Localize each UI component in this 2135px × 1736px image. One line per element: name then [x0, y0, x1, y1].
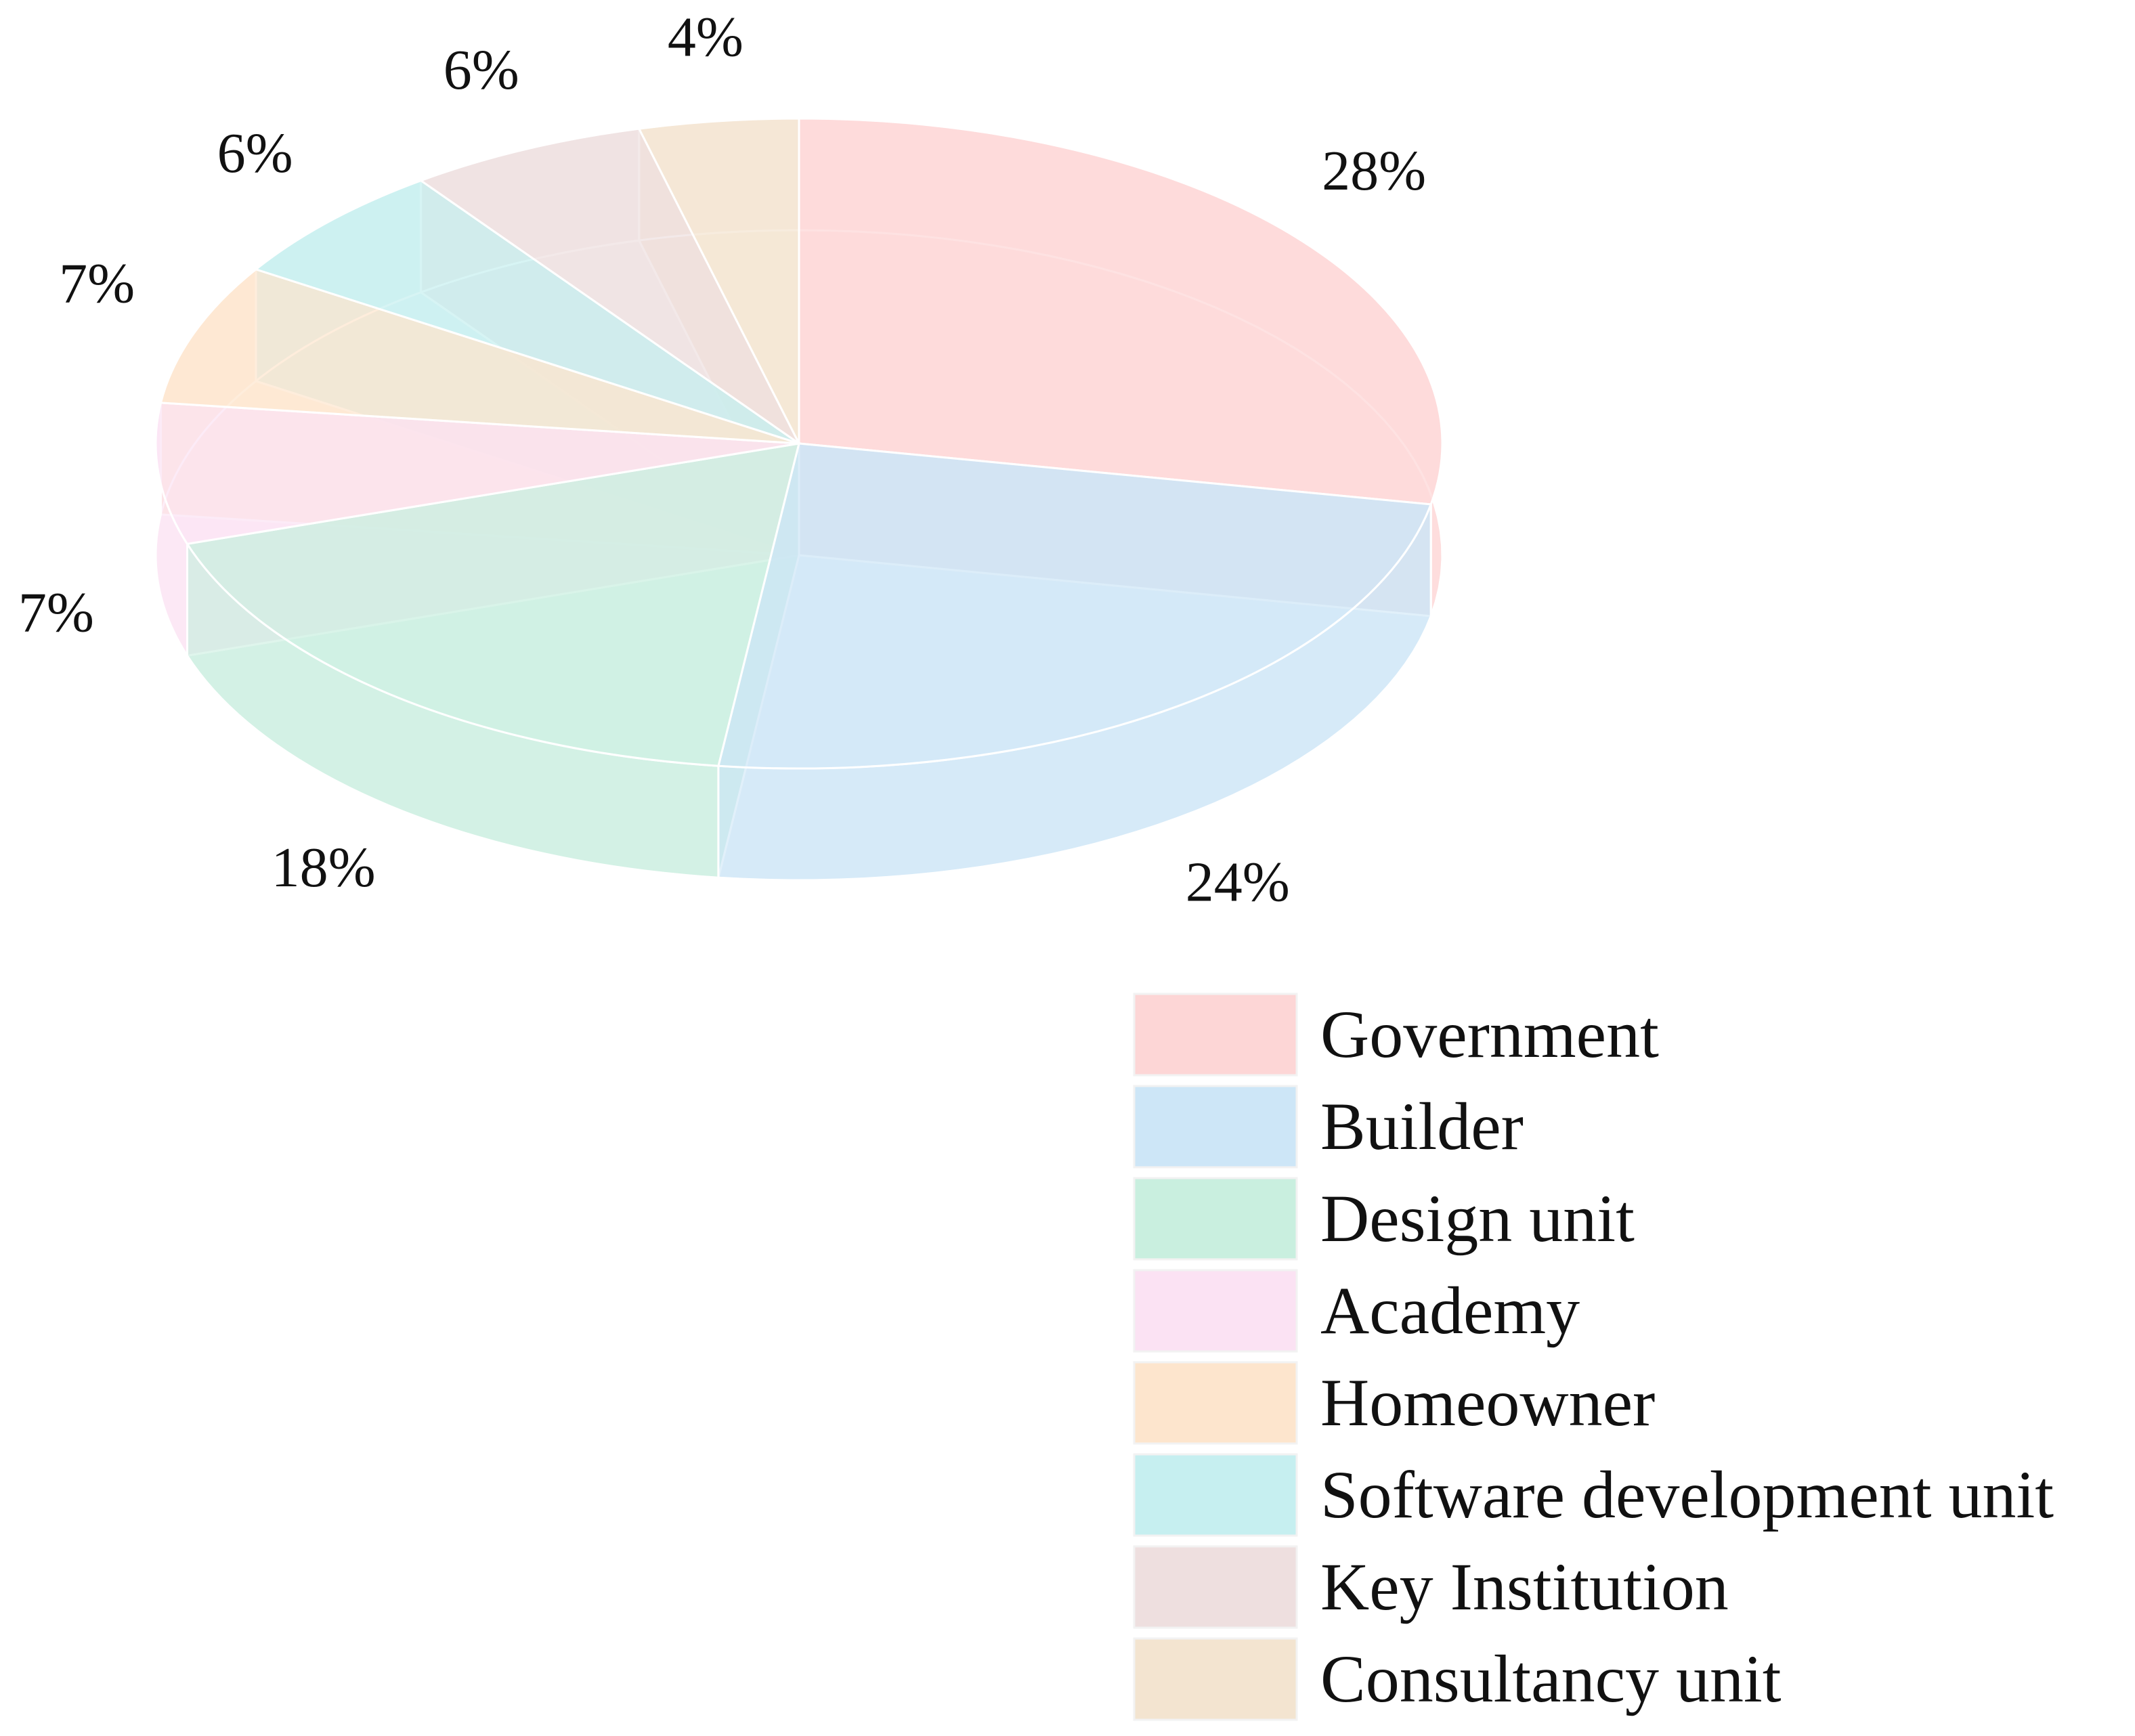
slice-consultancy-unit — [637, 117, 800, 444]
legend-swatch-academy — [1133, 1269, 1298, 1353]
slice-builder — [717, 442, 1433, 770]
legend-label-consultancy-unit: Consultancy unit — [1320, 1641, 1782, 1716]
slice-label-software-development-unit: 6% — [217, 122, 293, 185]
legend-label-builder: Builder — [1320, 1089, 1524, 1164]
slice-label-homeowner: 7% — [59, 252, 135, 315]
slice-label-government: 28% — [1322, 139, 1426, 202]
legend-label-design-unit: Design unit — [1320, 1181, 1635, 1256]
legend-swatch-builder — [1133, 1085, 1298, 1169]
legend-label-software-development-unit: Software development unit — [1320, 1457, 2054, 1532]
legend: Government Builder Design unit Academy Homeo… — [1133, 993, 2054, 1721]
legend-swatch-government — [1133, 993, 1298, 1077]
slice-software-development-unit — [253, 179, 800, 445]
slice-design-unit — [185, 442, 801, 767]
slice-label-consultancy-unit: 4% — [668, 6, 743, 69]
legend-swatch-homeowner — [1133, 1361, 1298, 1445]
slice-label-key-institution: 6% — [444, 39, 519, 102]
legend-label-academy: Academy — [1320, 1273, 1580, 1348]
legend-label-government: Government — [1320, 997, 1659, 1072]
slice-label-design-unit: 18% — [272, 836, 376, 899]
slice-homeowner — [159, 268, 800, 445]
legend-swatch-key-institution — [1133, 1545, 1298, 1629]
slice-academy — [154, 402, 800, 545]
slice-label-builder: 24% — [1186, 850, 1290, 913]
slice-government — [798, 117, 1444, 506]
legend-label-key-institution: Key Institution — [1320, 1549, 1729, 1624]
legend-swatch-consultancy-unit — [1133, 1637, 1298, 1721]
legend-swatch-software-development-unit — [1133, 1453, 1298, 1537]
slice-label-academy: 7% — [18, 581, 94, 644]
legend-swatch-design-unit — [1133, 1177, 1298, 1261]
legend-label-homeowner: Homeowner — [1320, 1365, 1655, 1440]
slice-key-institution — [418, 127, 800, 445]
pie-top-faces — [154, 117, 1444, 770]
pie-percentage-labels: 28% 24% 18% 7% 7% 6% 6% 4% — [18, 6, 1426, 914]
